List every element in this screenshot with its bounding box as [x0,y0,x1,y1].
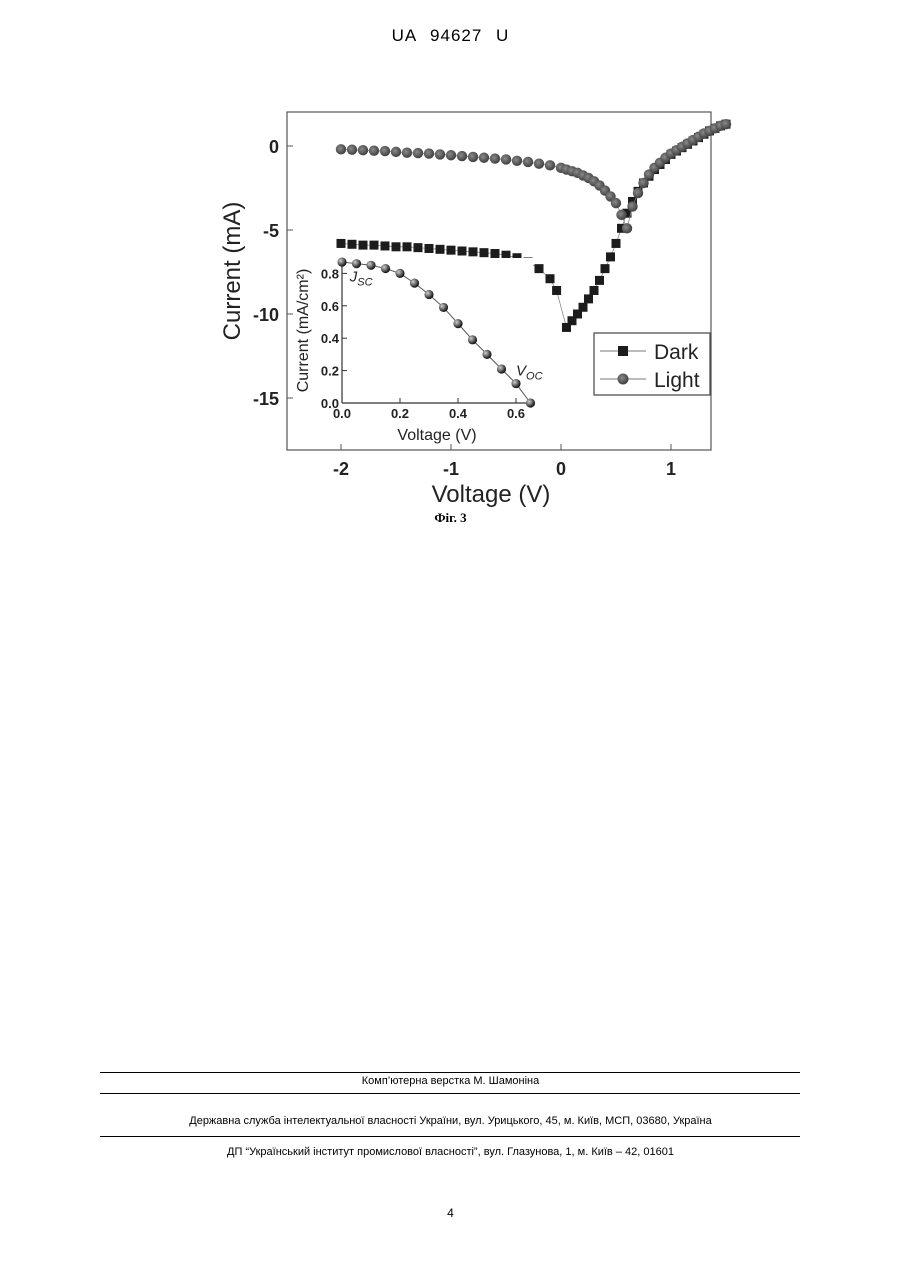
agency-address: Державна служба інтелектуальної власност… [0,1115,901,1127]
legend-marker-dark [618,346,628,356]
data-point-dark [606,252,615,261]
data-point-light [336,144,346,154]
inset-data-point [424,290,433,299]
data-point-dark [458,247,467,256]
main-x-tick-label: -1 [443,459,459,479]
data-point-dark [403,242,412,251]
inset-y-tick-label: 0.0 [321,396,339,411]
inset-data-point [337,257,346,266]
data-point-light [424,148,434,158]
data-point-dark [359,241,368,250]
main-x-axis-label: Voltage (V) [432,481,551,508]
inset-data-point [468,335,477,344]
inset-x-tick-label: 0.2 [391,406,409,421]
data-point-dark [584,294,593,303]
data-point-dark [579,303,588,312]
inset-data-point [381,264,390,273]
data-point-dark [469,247,478,256]
data-point-light [413,148,423,158]
data-point-dark [590,286,599,295]
inset-y-tick-label: 0.2 [321,364,339,379]
data-point-light [622,223,632,233]
inset-data-point [395,269,404,278]
data-point-dark [337,239,346,248]
data-point-dark [414,243,423,252]
legend-label-dark: Dark [654,341,699,364]
inset-y-axis-label: Current (mA/cm²) [295,269,312,393]
main-y-tick-label: -5 [263,221,279,241]
main-y-tick-label: 0 [269,137,279,157]
data-point-dark [491,249,500,258]
data-point-light [369,146,379,156]
layout-credit: Комп’ютерна верстка М. Шамоніна [0,1075,901,1087]
data-point-light [479,153,489,163]
inset-data-point [366,261,375,270]
institute-address: ДП “Український інститут промислової вла… [0,1146,901,1158]
data-point-dark [480,248,489,257]
data-point-light [435,149,445,159]
data-point-light [358,145,368,155]
inset-x-tick-label: 0.4 [449,406,468,421]
legend-marker-light [618,374,629,385]
footer-rule-bottom [100,1136,800,1137]
inset-x-axis-label: Voltage (V) [397,427,476,444]
iv-figure: -2-1010-5-10-15Voltage (V)Current (mA)Da… [0,0,901,540]
data-point-light [627,201,637,211]
data-point-dark [370,241,379,250]
main-x-tick-label: 0 [556,459,566,479]
inset-y-tick-label: 0.6 [321,299,339,314]
figure-caption: Фіг. 3 [0,510,901,526]
main-y-tick-label: -10 [253,305,279,325]
main-y-tick-label: -15 [253,389,279,409]
series-line-light [341,124,726,228]
inset-y-tick-label: 0.8 [321,266,339,281]
inset-data-point [410,279,419,288]
data-point-dark [425,244,434,253]
main-x-tick-label: 1 [666,459,676,479]
data-point-light [721,119,731,129]
data-point-light [391,147,401,157]
legend-label-light: Light [654,369,700,392]
data-point-dark [436,245,445,254]
inset-data-point [482,350,491,359]
data-point-light [512,156,522,166]
data-point-dark [546,274,555,283]
data-point-light [545,160,555,170]
data-point-dark [535,264,544,273]
inset-data-point [439,303,448,312]
footer-rule-middle [100,1093,800,1094]
data-point-dark [392,242,401,251]
data-point-light [611,198,621,208]
data-point-light [402,148,412,158]
data-point-dark [381,241,390,250]
inset-data-point [526,398,535,407]
inset-data-point [497,364,506,373]
data-point-light [501,154,511,164]
data-point-light [633,188,643,198]
data-point-dark [595,276,604,285]
data-point-light [457,151,467,161]
inset-y-tick-label: 0.4 [321,331,340,346]
data-point-light [446,150,456,160]
inset-x-tick-label: 0.6 [507,406,525,421]
footer-rule-top [100,1072,800,1073]
data-point-dark [601,264,610,273]
inset-data-point [511,379,520,388]
data-point-light [468,152,478,162]
inset-data-point [453,319,462,328]
data-point-dark [552,286,561,295]
data-point-light [490,153,500,163]
data-point-light [534,158,544,168]
main-x-tick-label: -2 [333,459,349,479]
main-y-axis-label: Current (mA) [219,202,246,341]
data-point-dark [348,240,357,249]
data-point-light [523,157,533,167]
page-number: 4 [0,1206,901,1220]
data-point-light [347,144,357,154]
data-point-dark [612,239,621,248]
inset-data-point [352,259,361,268]
data-point-light [616,210,626,220]
data-point-dark [447,246,456,255]
data-point-light [380,146,390,156]
